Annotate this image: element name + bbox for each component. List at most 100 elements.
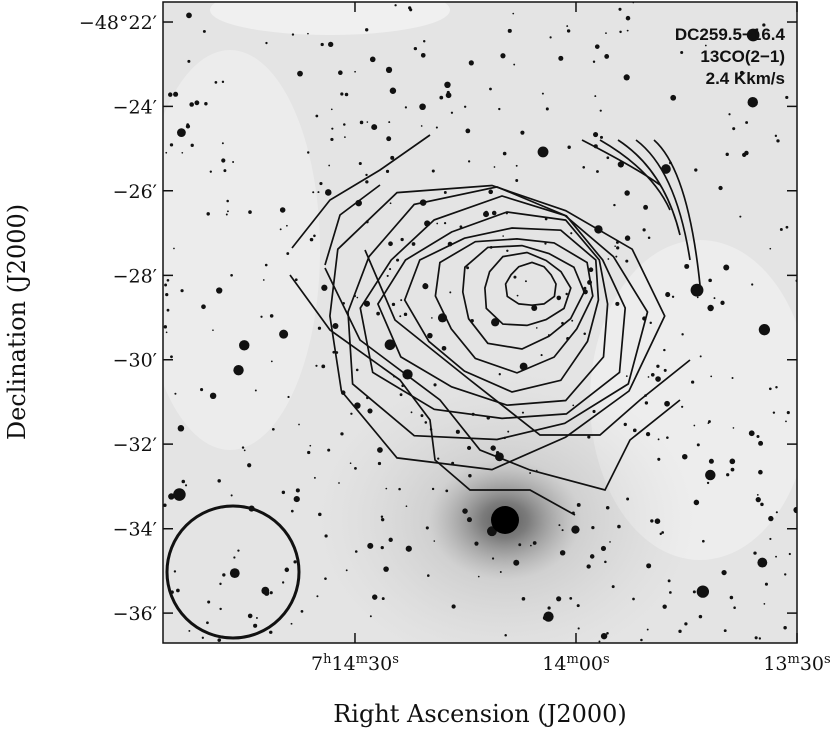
star (739, 215, 742, 218)
star (618, 7, 622, 11)
star (768, 515, 774, 522)
star (754, 636, 758, 640)
star (524, 280, 527, 283)
star (723, 264, 730, 271)
star (545, 107, 549, 111)
star (624, 235, 631, 241)
star (745, 121, 749, 124)
star (270, 360, 273, 363)
star (772, 411, 776, 414)
contour (324, 184, 381, 266)
star (253, 623, 258, 628)
star (214, 81, 218, 84)
star (786, 411, 790, 415)
contour (291, 134, 431, 249)
star (489, 87, 492, 91)
star (607, 258, 610, 260)
star (757, 557, 768, 568)
star (594, 95, 597, 98)
star (262, 279, 265, 281)
star (391, 302, 396, 307)
star (747, 96, 759, 108)
star (531, 304, 538, 311)
star (466, 517, 472, 523)
star (206, 621, 209, 625)
star (681, 333, 684, 336)
contour (324, 267, 681, 491)
star (632, 597, 635, 601)
star (243, 449, 246, 452)
star (654, 518, 661, 524)
star (670, 94, 677, 101)
star (753, 551, 757, 555)
star (445, 92, 452, 99)
star (758, 324, 771, 336)
star (400, 299, 403, 302)
star (367, 408, 373, 414)
star (643, 204, 649, 210)
star (625, 15, 631, 21)
star (613, 203, 616, 207)
contour (434, 238, 594, 374)
star (606, 156, 610, 160)
star (313, 476, 316, 479)
star (499, 571, 502, 573)
star (216, 287, 223, 294)
star (338, 482, 340, 484)
star (491, 557, 495, 560)
star (367, 542, 374, 549)
star (593, 131, 599, 138)
star (177, 128, 186, 138)
star (380, 546, 384, 550)
star (491, 210, 497, 216)
star (468, 60, 474, 66)
star (626, 29, 629, 32)
star (667, 579, 671, 583)
star (696, 585, 710, 598)
star (269, 314, 274, 318)
star (732, 127, 736, 131)
star (279, 207, 286, 213)
star (321, 284, 328, 291)
star (491, 318, 500, 327)
star (784, 573, 787, 576)
star (587, 435, 591, 439)
star (606, 632, 609, 635)
beam (165, 504, 301, 640)
star (571, 525, 580, 534)
y-tick-label: −26′ (113, 181, 157, 203)
star (286, 252, 290, 255)
star (186, 12, 192, 19)
star (758, 637, 762, 640)
star (678, 629, 682, 633)
star (261, 586, 270, 595)
star (583, 332, 586, 336)
star (468, 474, 472, 478)
star (230, 494, 233, 497)
star (166, 308, 170, 312)
star (443, 222, 447, 225)
star (707, 304, 714, 312)
star (358, 161, 362, 166)
star (733, 606, 736, 609)
star (180, 289, 184, 293)
star (354, 70, 356, 73)
star (194, 100, 200, 106)
star (344, 92, 349, 97)
star (572, 404, 575, 407)
star (423, 40, 426, 43)
annotation: 13CO(2−1) (700, 47, 785, 66)
star (169, 143, 174, 147)
star (490, 445, 496, 451)
star (513, 559, 520, 566)
star (451, 604, 456, 609)
contour (347, 186, 649, 441)
star (624, 190, 630, 196)
y-tick-label: −32′ (113, 434, 157, 456)
star (558, 55, 564, 61)
star (356, 296, 359, 299)
star (330, 108, 333, 111)
star (663, 368, 667, 372)
star (165, 292, 169, 297)
star (293, 560, 297, 564)
